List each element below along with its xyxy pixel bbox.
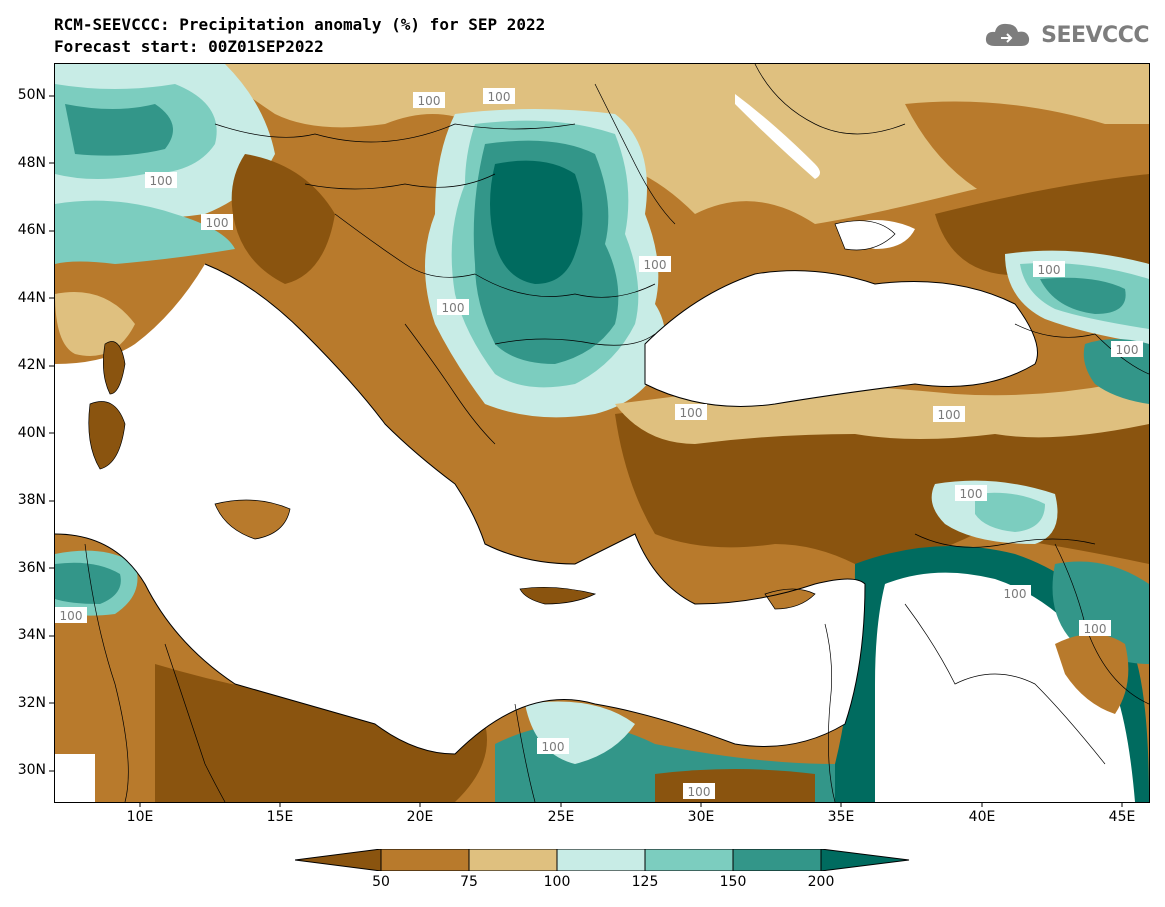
- contour-label-100: 100: [488, 90, 511, 104]
- lat-label-44n: 44N: [17, 290, 46, 306]
- colorbar-segment-above-200: [820, 849, 910, 871]
- cyprus: [764, 588, 816, 610]
- lon-label-45e: 45E: [1108, 809, 1136, 825]
- crimea: [834, 220, 896, 251]
- crete: [519, 586, 597, 605]
- black-sea: [645, 270, 1038, 407]
- lat-label-30n: 30N: [17, 762, 46, 778]
- contour-label-100: 100: [680, 406, 703, 420]
- anomaly-band-150-200-alps: [65, 104, 173, 156]
- anomaly-band-50-75-ukraine: [905, 101, 1149, 198]
- cloud-icon: [986, 23, 1030, 46]
- lat-label-36n: 36N: [17, 560, 46, 576]
- contour-label-100: 100: [1084, 622, 1107, 636]
- colorbar-tick-50: 50: [372, 874, 390, 890]
- colorbar-tick-200: 200: [807, 874, 835, 890]
- contour-label-100: 100: [206, 216, 229, 230]
- anomaly-band-125-150-east-turkey: [975, 492, 1045, 532]
- anomaly-band-above-200-romania: [490, 160, 583, 284]
- no-data-river-dnieper: [735, 94, 820, 179]
- colorbar-tick-75: 75: [460, 874, 478, 890]
- contour-label-100: 100: [960, 487, 983, 501]
- colorbar-tick-100: 100: [543, 874, 571, 890]
- lat-label-32n: 32N: [17, 695, 46, 711]
- lat-label-40n: 40N: [17, 425, 46, 441]
- anomaly-band-below-50-libya: [155, 664, 487, 802]
- anomaly-band-150-200-caucasus: [1040, 277, 1126, 314]
- logo-text: SEEVCCC: [1041, 22, 1149, 48]
- anomaly-band-below-50-slovenia: [231, 154, 335, 284]
- anomaly-band-75-100-france: [55, 292, 135, 356]
- anomaly-band-125-150-po: [55, 200, 235, 264]
- colorbar-segment-below-50: [295, 849, 382, 871]
- lon-label-20e: 20E: [406, 809, 434, 825]
- colorbar-segment-50-75: [380, 849, 470, 871]
- anomaly-band-50-75-iraq: [1055, 634, 1129, 714]
- contour-label-100: 100: [938, 408, 961, 422]
- precipitation-anomaly-map: 100 100 100 100 100 100 100 100 100 100 …: [54, 63, 1150, 803]
- coastlines: [55, 263, 1038, 755]
- lat-label-34n: 34N: [17, 627, 46, 643]
- lon-label-35e: 35E: [827, 809, 855, 825]
- anomaly-band-below-50-nile: [655, 769, 815, 802]
- contour-label-100: 100: [1004, 587, 1027, 601]
- lat-label-46n: 46N: [17, 222, 46, 238]
- contour-labels: 100 100 100 100 100 100 100 100 100 100 …: [55, 88, 1143, 799]
- colorbar-segment-150-200: [732, 849, 822, 871]
- colorbar-tick-125: 125: [631, 874, 659, 890]
- colorbar-segment-125-150: [644, 849, 734, 871]
- colorbar-segment-75-100: [468, 849, 558, 871]
- contour-label-100: 100: [644, 258, 667, 272]
- contour-label-100: 100: [60, 609, 83, 623]
- lon-label-10e: 10E: [126, 809, 154, 825]
- anomaly-band-150-200-tunisia: [55, 562, 121, 604]
- lat-label-50n: 50N: [17, 87, 46, 103]
- lon-label-30e: 30E: [687, 809, 715, 825]
- chart-title: RCM-SEEVCCC: Precipitation anomaly (%) f…: [54, 15, 546, 34]
- lon-label-25e: 25E: [547, 809, 575, 825]
- colorbar-tick-150: 150: [719, 874, 747, 890]
- lon-label-15e: 15E: [266, 809, 294, 825]
- contour-label-100: 100: [688, 785, 711, 799]
- lat-label-42n: 42N: [17, 357, 46, 373]
- mediterranean-sea: [55, 264, 865, 754]
- colorbar-segment-100-125: [556, 849, 646, 871]
- contour-label-100: 100: [150, 174, 173, 188]
- lat-label-48n: 48N: [17, 155, 46, 171]
- lon-label-40e: 40E: [968, 809, 996, 825]
- contour-label-100: 100: [542, 740, 565, 754]
- no-data-tunisia-south: [55, 754, 95, 802]
- sardinia: [88, 401, 126, 470]
- forecast-start-label: Forecast start: 00Z01SEP2022: [54, 37, 324, 56]
- corsica: [103, 341, 126, 395]
- contour-label-100: 100: [442, 301, 465, 315]
- sicily: [214, 499, 291, 540]
- contour-label-100: 100: [1038, 263, 1061, 277]
- seevccc-logo: SEEVCCC: [983, 20, 1149, 50]
- colorbar-legend: [295, 849, 910, 871]
- map-canvas: 100 100 100 100 100 100 100 100 100 100 …: [55, 64, 1149, 802]
- contour-label-100: 100: [1116, 343, 1139, 357]
- lat-label-38n: 38N: [17, 492, 46, 508]
- contour-label-100: 100: [418, 94, 441, 108]
